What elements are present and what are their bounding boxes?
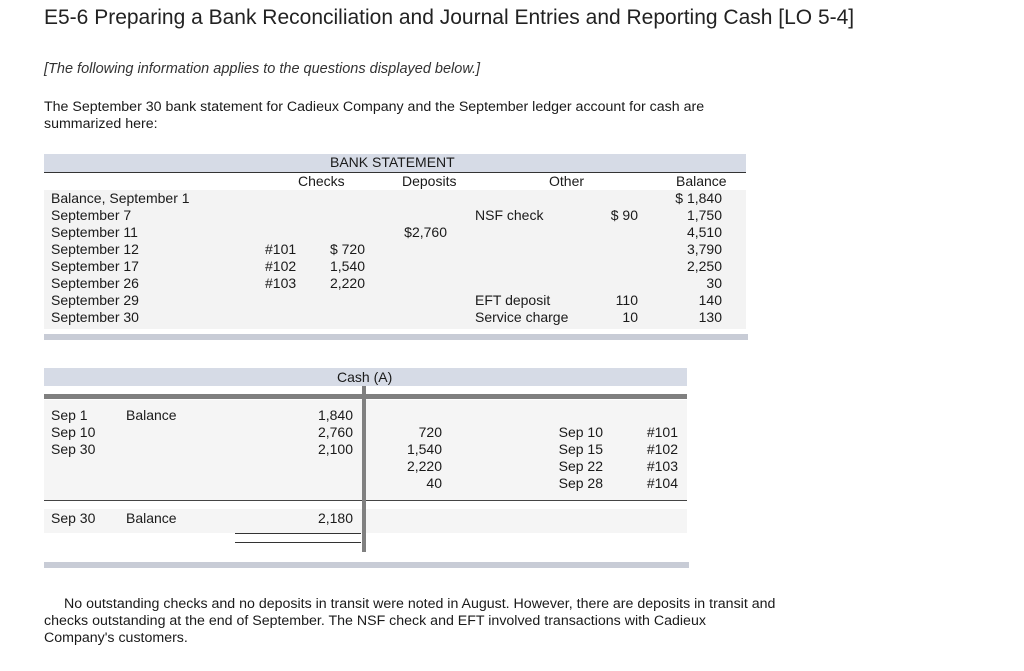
debit-amount: 1,840 (317, 407, 353, 423)
statement-row-label: Balance, September 1 (51, 190, 190, 206)
balance-amount: 3,790 (686, 241, 722, 257)
credit-date: Sep 28 (558, 475, 603, 491)
check-number: #102 (265, 258, 297, 274)
bank-statement-header-rule (44, 172, 746, 173)
balance-amount: 2,250 (686, 258, 722, 274)
check-number: #101 (265, 241, 297, 257)
credit-check-ref: #103 (646, 458, 678, 474)
statement-row-label: September 7 (51, 207, 132, 223)
cash-account-bottom-bar (44, 562, 689, 568)
footer-note: No outstanding checks and no deposits in… (44, 596, 776, 646)
credit-date: Sep 22 (558, 458, 603, 474)
balance-amount: 1,750 (686, 207, 722, 223)
bank-statement-title: BANK STATEMENT (330, 154, 455, 170)
check-number: #103 (265, 275, 297, 291)
ending-amount: 2,180 (317, 510, 353, 526)
other-amount: $ 90 (610, 207, 638, 223)
balance-amount: 140 (698, 292, 722, 308)
credit-amount: 1,540 (406, 441, 442, 457)
checks-header: Checks (298, 173, 345, 189)
other-description: NSF check (475, 207, 544, 223)
ending-desc: Balance (126, 510, 177, 526)
credit-check-ref: #102 (646, 441, 678, 457)
other-description: EFT deposit (475, 292, 551, 308)
statement-row-label: September 12 (51, 241, 139, 257)
double-underline-bottom (235, 542, 361, 543)
bank-statement-header-bg (44, 154, 746, 172)
bank-statement-body-bg (44, 190, 746, 329)
statement-row-label: September 30 (51, 309, 139, 325)
check-amount: $ 720 (329, 241, 365, 257)
balance-amount: 4,510 (686, 224, 722, 240)
credit-check-ref: #104 (646, 475, 678, 491)
balance-header: Balance (676, 173, 727, 189)
deposit-amount: $2,760 (404, 224, 447, 240)
bank-statement-bottom-bar (44, 334, 748, 340)
credit-date: Sep 15 (558, 441, 603, 457)
debit-date: Sep 1 (51, 407, 88, 423)
cash-account-title: Cash (A) (337, 369, 393, 385)
credit-amount: 720 (418, 424, 442, 440)
double-underline-top (235, 533, 361, 534)
debit-description: Balance (126, 407, 177, 423)
problem-description: The September 30 bank statement for Cadi… (44, 99, 705, 132)
balance-amount: $ 1,840 (675, 190, 722, 206)
statement-row-label: September 26 (51, 275, 139, 291)
cash-account-header-bg (44, 368, 687, 386)
ending-date: Sep 30 (51, 510, 96, 526)
check-amount: 1,540 (329, 258, 365, 274)
debit-amount: 2,100 (317, 441, 353, 457)
credit-amount: 40 (426, 475, 442, 491)
balance-amount: 130 (698, 309, 722, 325)
other-description: Service charge (475, 309, 569, 325)
other-amount: 10 (622, 309, 638, 325)
credit-check-ref: #101 (646, 424, 678, 440)
page-title: E5-6 Preparing a Bank Reconciliation and… (44, 6, 855, 29)
balance-amount: 30 (706, 275, 722, 291)
check-amount: 2,220 (329, 275, 365, 291)
debit-amount: 2,760 (317, 424, 353, 440)
statement-row-label: September 29 (51, 292, 139, 308)
statement-row-label: September 17 (51, 258, 139, 274)
credit-amount: 2,220 (406, 458, 442, 474)
intro-note: [The following information applies to th… (44, 61, 481, 77)
cash-account-t-divider (362, 386, 366, 552)
debit-date: Sep 30 (51, 441, 96, 457)
statement-row-label: September 11 (51, 224, 138, 240)
debit-date: Sep 10 (51, 424, 96, 440)
other-amount: 110 (615, 292, 638, 308)
credit-date: Sep 10 (558, 424, 603, 440)
deposits-header: Deposits (402, 173, 457, 189)
other-header: Other (549, 173, 585, 189)
